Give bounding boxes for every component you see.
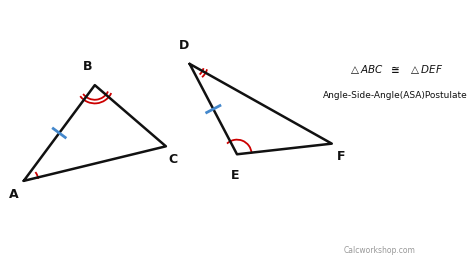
Text: Calcworkshop.com: Calcworkshop.com: [343, 246, 415, 255]
Text: D: D: [179, 39, 189, 52]
Text: B: B: [83, 60, 92, 73]
Text: A: A: [9, 188, 19, 201]
Text: C: C: [168, 153, 178, 166]
Text: F: F: [337, 151, 346, 163]
Text: Angle-Side-Angle(ASA)Postulate: Angle-Side-Angle(ASA)Postulate: [323, 91, 468, 100]
Text: E: E: [230, 169, 239, 182]
Text: $\mathbf{\triangle}$$\mathbf{\mathit{ABC}}$  $\mathbf{\cong}$  $\mathbf{\triangl: $\mathbf{\triangle}$$\mathbf{\mathit{ABC…: [348, 63, 444, 76]
